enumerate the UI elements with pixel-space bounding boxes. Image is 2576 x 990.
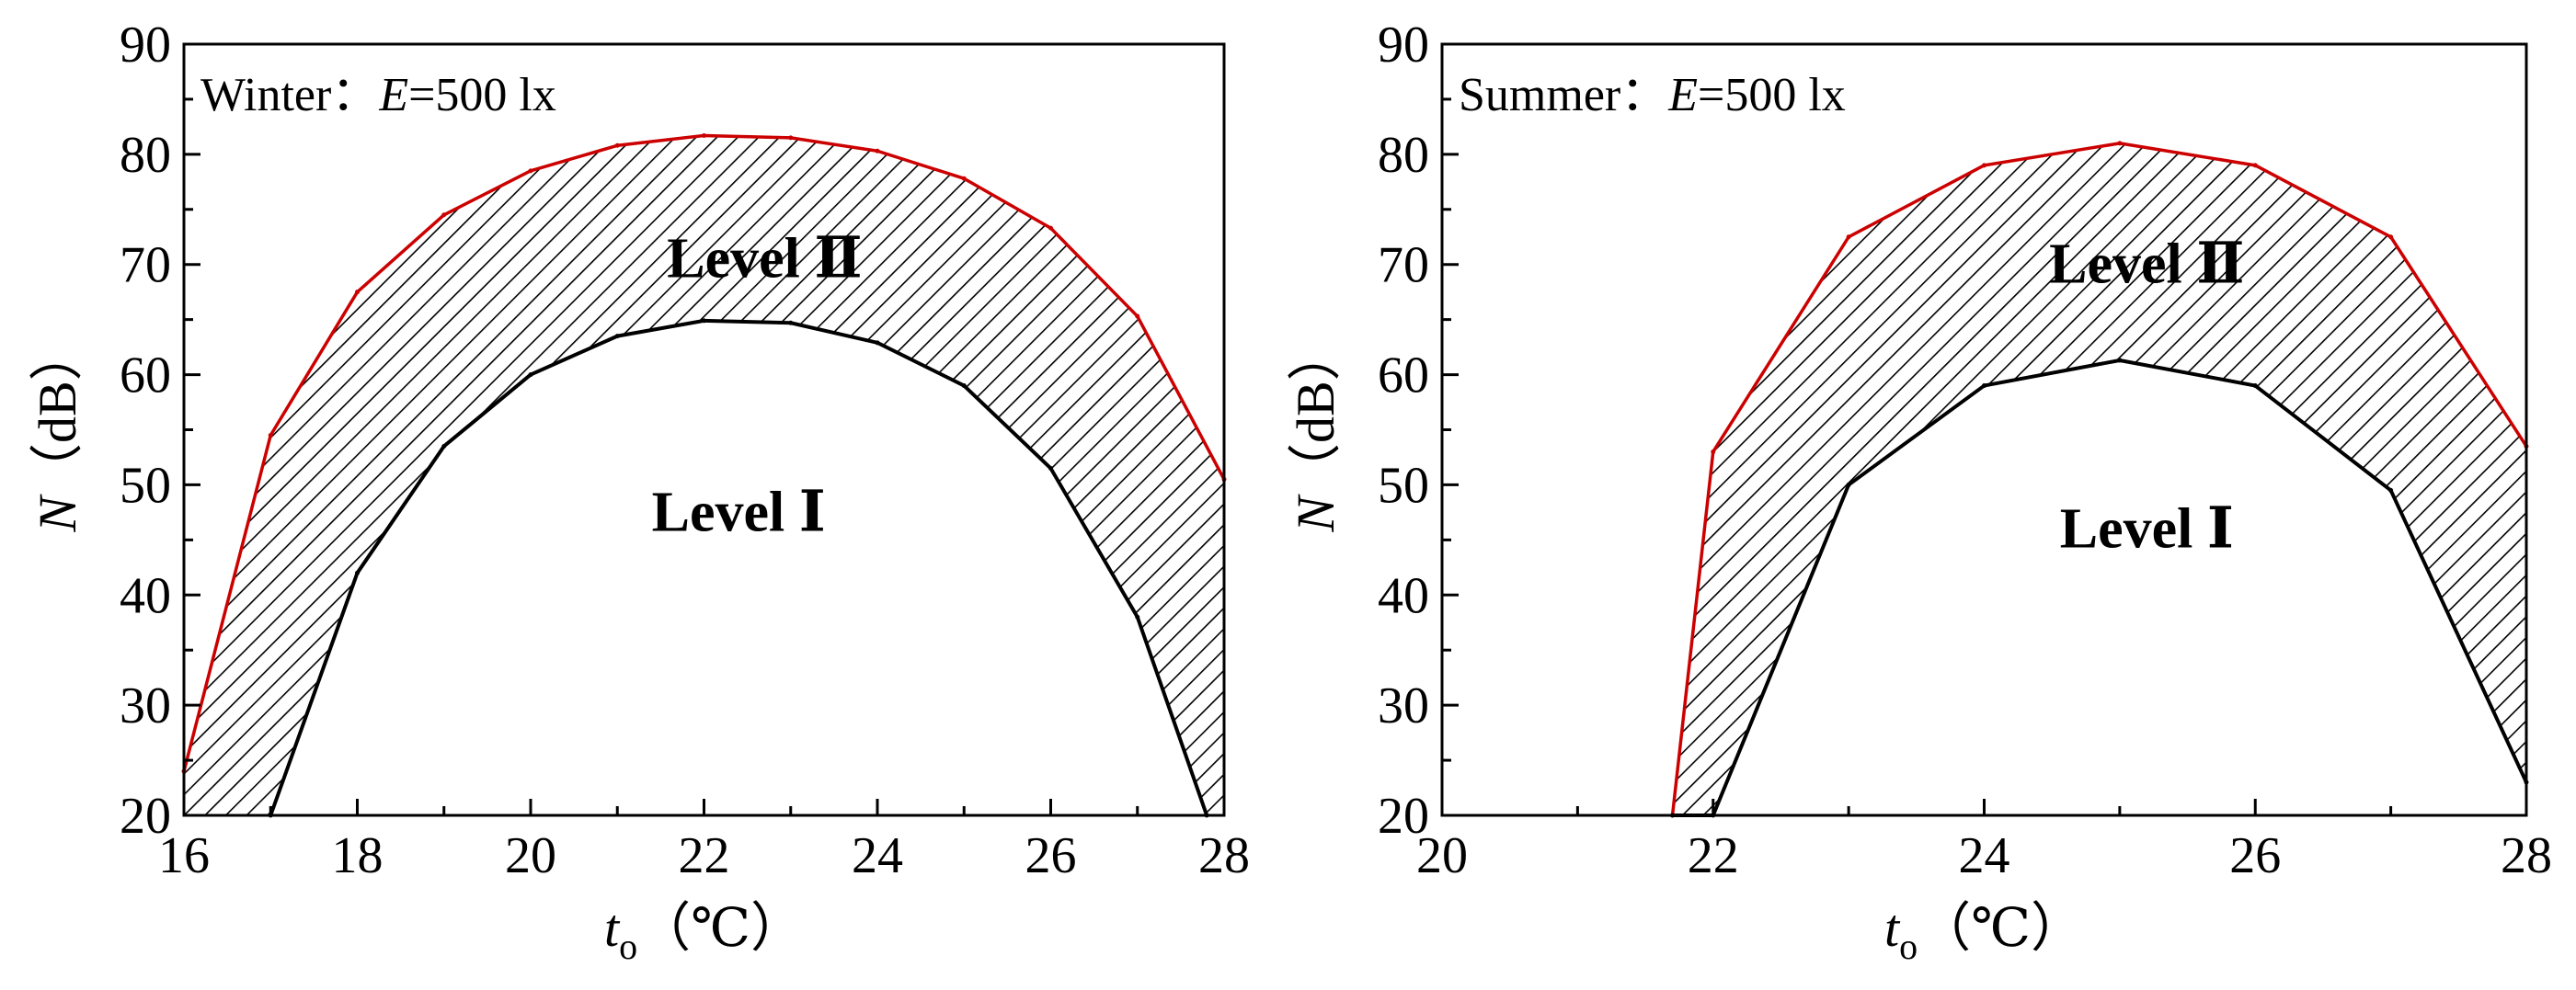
right-chart-upper-point: [1982, 163, 1986, 168]
right-chart-annotation: Summer：E=500 lx: [1459, 69, 1846, 121]
right-chart-x-tick-label: 20: [1416, 827, 1468, 884]
left-chart-lower-point: [441, 443, 447, 449]
left-chart-lower-point: [614, 334, 620, 339]
right-chart-y-tick-label: 90: [1378, 17, 1429, 74]
left-chart-lower-point: [961, 383, 967, 389]
left-chart-y-axis-title: N（dB）: [28, 327, 87, 532]
right-chart-level-ii-hatched-band: [1672, 142, 2526, 815]
left-chart-y-tick-label: 40: [120, 567, 171, 624]
left-chart: 16 18 20 22 24 26 28 20 30 40 50 60 70 80 90 to（℃） N（dB）…: [28, 17, 1250, 967]
left-chart-y-tick-label: 70: [120, 237, 171, 294]
right-chart-y-tick-label: 40: [1378, 567, 1429, 624]
left-chart-upper-point: [268, 432, 273, 438]
right-chart-lower-point: [1846, 482, 1851, 487]
right-chart-y-tick-label: 20: [1378, 788, 1429, 845]
left-chart-annotation: Winter：E=500 lx: [200, 69, 556, 121]
left-chart-x-tick-label: 20: [505, 827, 556, 884]
left-chart-y-tick-label: 60: [120, 347, 171, 404]
left-chart-x-tick-label: 18: [332, 827, 384, 884]
right-chart-x-tick-label: 22: [1688, 827, 1739, 884]
left-chart-upper-point: [1048, 225, 1053, 231]
left-chart-y-tick-label: 20: [120, 788, 171, 845]
right-chart-lower-point: [2117, 358, 2123, 363]
left-chart-upper-point: [702, 132, 706, 138]
left-chart-x-tick-label: 16: [158, 827, 210, 884]
left-chart-lower-point: [702, 318, 706, 324]
left-chart-lower-point: [1048, 465, 1053, 471]
right-chart-upper-point: [2252, 163, 2258, 168]
left-chart-upper-point: [1135, 313, 1140, 319]
left-chart-lower-point: [528, 372, 533, 378]
right-chart-level-i-label: Level Ⅰ: [2060, 497, 2234, 560]
left-chart-lower-point: [355, 570, 360, 575]
right-chart-level-ii-label: Level Ⅱ: [2049, 233, 2244, 296]
left-chart-y-tick-label: 50: [120, 457, 171, 514]
left-chart-upper-point: [788, 135, 794, 141]
left-chart-x-tick-label: 26: [1025, 827, 1077, 884]
right-chart-upper-point: [2388, 234, 2394, 240]
right-chart-y-axis-title: N（dB）: [1286, 327, 1345, 532]
left-chart-lower-point: [788, 320, 794, 325]
right-chart-x-tick-label: 28: [2501, 827, 2552, 884]
right-chart-lower-point: [2252, 383, 2258, 389]
left-chart-upper-point: [355, 290, 360, 295]
right-chart-lower-point: [1982, 383, 1986, 389]
left-chart-lower-point: [1135, 614, 1140, 620]
left-chart-level-ii-label: Level Ⅱ: [667, 228, 862, 290]
right-chart-upper-point: [2117, 141, 2123, 146]
left-chart-x-tick-label: 28: [1198, 827, 1250, 884]
right-chart-x-tick-label: 24: [1959, 827, 2010, 884]
left-chart-upper-point: [441, 212, 447, 218]
left-chart-upper-point: [614, 142, 620, 148]
left-chart-x-axis-title: to（℃）: [604, 898, 804, 967]
right-chart-y-tick-label: 30: [1378, 677, 1429, 734]
right-chart-lower-boundary-line: [1672, 358, 2528, 817]
right-chart-x-axis-title: to（℃）: [1884, 898, 2084, 967]
right-chart-y-tick-label: 50: [1378, 457, 1429, 514]
left-chart-lower-boundary-line: [269, 318, 1209, 816]
left-chart-upper-point: [961, 176, 967, 181]
right-chart-lower-point: [2388, 487, 2394, 493]
left-chart-level-ii-hatched-band: [184, 135, 1224, 815]
left-chart-x-tick-label: 24: [852, 827, 903, 884]
right-chart-y-tick-label: 70: [1378, 237, 1429, 294]
left-chart-y-tick-label: 80: [120, 127, 171, 184]
left-chart-x-tick-label: 22: [679, 827, 730, 884]
left-chart-y-tick-label: 30: [120, 677, 171, 734]
right-chart-y-tick-label: 80: [1378, 127, 1429, 184]
right-chart-upper-point: [1846, 234, 1851, 240]
left-chart-lower-point: [875, 340, 880, 346]
left-chart-y-tick-label: 90: [120, 17, 171, 74]
right-chart: 20 22 24 26 28 20 30 40 50 60 70 80 90 to（℃） N（dB） Summ…: [1286, 17, 2552, 967]
right-chart-upper-boundary-line: [1670, 142, 2528, 816]
right-chart-upper-point: [1711, 449, 1716, 454]
left-chart-level-i-label: Level Ⅰ: [652, 481, 826, 543]
left-chart-upper-point: [875, 148, 880, 154]
right-chart-y-tick-label: 60: [1378, 347, 1429, 404]
right-chart-x-tick-label: 26: [2229, 827, 2281, 884]
left-chart-upper-point: [528, 168, 533, 174]
